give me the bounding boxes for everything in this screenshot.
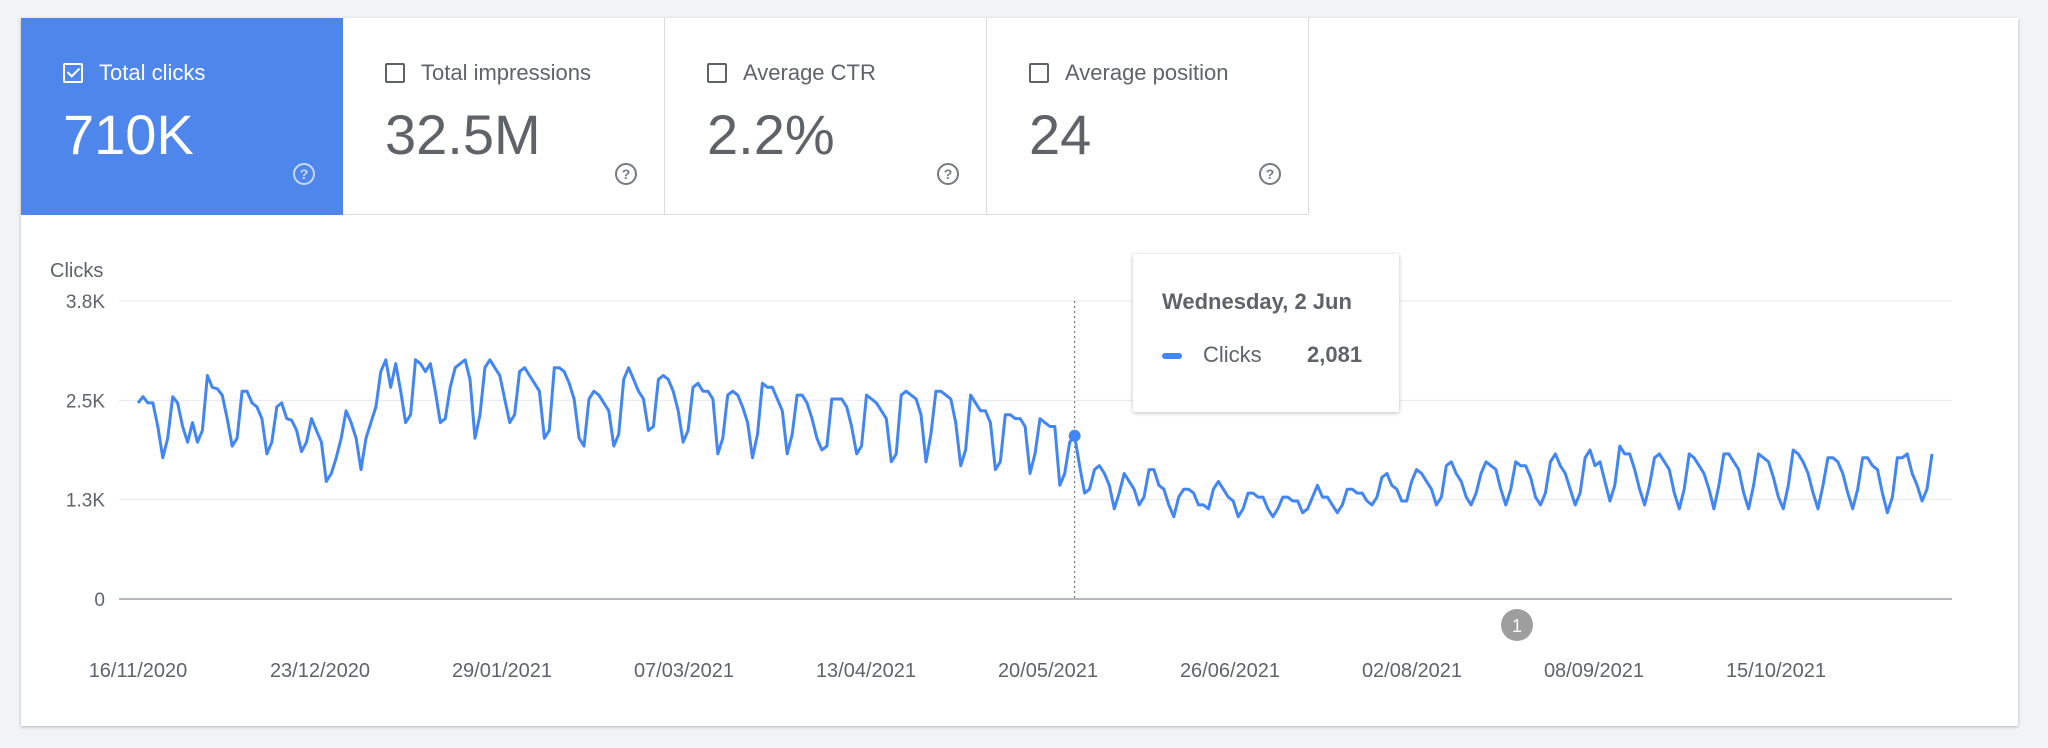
metric-label: Average CTR (743, 60, 876, 85)
metric-average-ctr[interactable]: Average CTR 2.2% ? (665, 18, 987, 215)
x-tick-label: 07/03/2021 (634, 660, 734, 682)
x-tick-label: 13/04/2021 (816, 660, 916, 682)
annotation-marker[interactable]: 1 (1501, 609, 1533, 641)
annotation-number: 1 (1512, 616, 1522, 636)
metric-value: 710K (63, 103, 194, 166)
annotation-badge (1501, 609, 1533, 641)
metric-value: 24 (1029, 103, 1092, 166)
x-tick-label: 02/08/2021 (1362, 660, 1462, 682)
help-icon[interactable]: ? (937, 163, 959, 185)
metric-average-position[interactable]: Average position 24 ? (987, 18, 1309, 215)
metric-value: 2.2% (707, 103, 835, 166)
help-icon[interactable]: ? (615, 163, 637, 185)
tooltip-date: Wednesday, 2 Jun (1162, 289, 1352, 314)
average-ctr-checkbox[interactable] (707, 63, 727, 83)
x-tick-label: 16/11/2020 (89, 660, 188, 682)
metric-label: Total impressions (421, 60, 591, 85)
metric-label: Average position (1065, 60, 1229, 85)
total-impressions-checkbox[interactable] (385, 63, 405, 83)
x-tick-label: 29/01/2021 (452, 660, 552, 682)
highlighted-data-point (1068, 429, 1081, 442)
x-tick-label: 08/09/2021 (1544, 660, 1644, 682)
y-axis-title: Clicks (50, 260, 103, 282)
performance-card: Total clicks 710K ? Total impressions 32… (21, 18, 2018, 726)
average-position-checkbox[interactable] (1029, 63, 1049, 83)
x-tick-label: 20/05/2021 (998, 660, 1098, 682)
y-tick-label: 0 (94, 590, 105, 611)
tooltip-value: 2,081 (1307, 342, 1363, 367)
clicks-series-line (136, 358, 1934, 519)
series-swatch (1162, 353, 1182, 359)
metric-total-impressions[interactable]: Total impressions 32.5M ? (343, 18, 665, 215)
help-icon[interactable]: ? (1259, 163, 1281, 185)
y-tick-label: 1.3K (66, 491, 105, 512)
clicks-line-chart[interactable]: Clicks 0 1.3K 2.5K 3.8K 16/11/2020 23/12/202… (21, 18, 2018, 726)
hover-tooltip: Wednesday, 2 Jun Clicks 2,081 (1133, 254, 1399, 412)
metric-tabs: Total clicks 710K ? Total impressions 32… (21, 18, 1309, 215)
x-tick-label: 15/10/2021 (1726, 660, 1826, 682)
y-tick-label: 2.5K (66, 391, 105, 412)
tooltip-series-label: Clicks (1203, 342, 1262, 367)
x-tick-label: 26/06/2021 (1180, 660, 1280, 682)
metric-value: 32.5M (385, 103, 541, 166)
help-icon[interactable]: ? (293, 163, 315, 185)
y-tick-label: 3.8K (66, 292, 105, 313)
total-clicks-checkbox[interactable] (63, 63, 83, 83)
metric-label: Total clicks (99, 60, 206, 85)
x-tick-label: 23/12/2020 (270, 660, 370, 682)
metric-total-clicks[interactable]: Total clicks 710K ? (21, 18, 343, 215)
